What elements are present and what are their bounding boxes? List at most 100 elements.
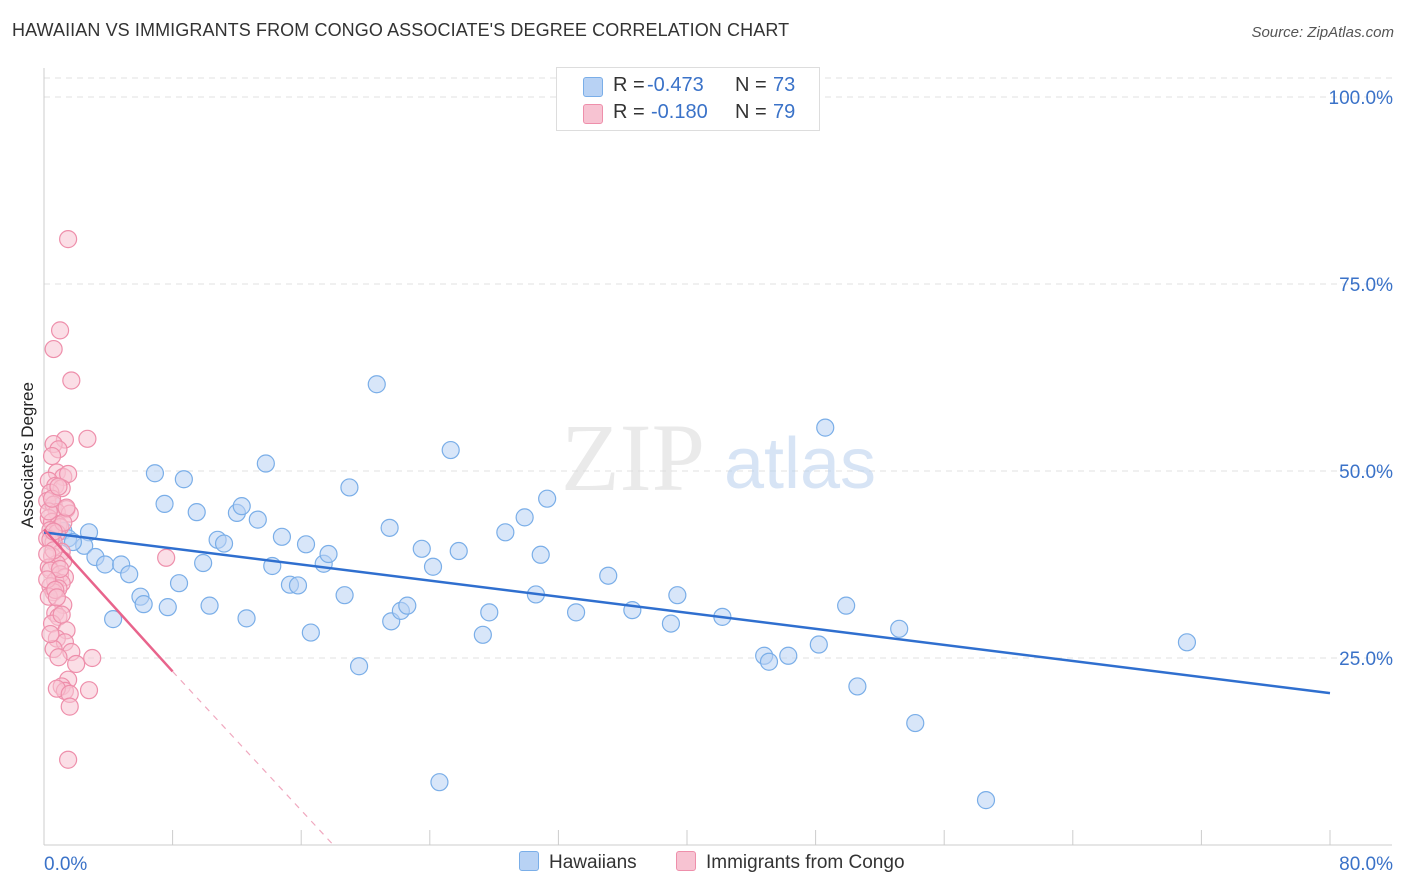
legend-swatch-hawaiians <box>583 77 603 97</box>
hawaiians-trend-line <box>43 531 1331 695</box>
hawaiians-point <box>473 625 492 644</box>
watermark: ZIP atlas <box>561 404 876 511</box>
hawaiians-point <box>906 713 925 733</box>
hawaiians-point <box>349 657 369 676</box>
hawaiians-point <box>976 791 996 810</box>
legend-r-label: R = <box>613 101 645 123</box>
hawaiians-point <box>169 574 189 593</box>
hawaiians-point <box>412 539 431 558</box>
hawaiians-points <box>44 375 1197 810</box>
hawaiians-point <box>496 523 515 542</box>
congo-trend-extension <box>172 671 334 846</box>
hawaiians-point <box>296 535 316 554</box>
hawaiians-point <box>340 478 359 497</box>
y-tick-label: 25.0% <box>1339 649 1393 670</box>
hawaiians-point <box>1177 633 1197 652</box>
congo-point <box>38 544 57 564</box>
congo-point <box>62 371 81 390</box>
y-tick-label: 75.0% <box>1339 275 1393 296</box>
hawaiians-point <box>155 494 174 514</box>
hawaiians-point <box>272 527 292 546</box>
hawaiians-point <box>194 553 213 573</box>
correlation-legend: R = -0.473 N = 73 R = -0.180 N = 79 <box>556 67 820 131</box>
bottom-legend-hawaiians: Hawaiians <box>519 851 637 877</box>
hawaiians-point <box>104 610 123 629</box>
bottom-legend-swatch-congo <box>676 851 696 871</box>
trend-lines <box>43 528 1331 846</box>
congo-point <box>52 605 71 624</box>
hawaiians-point <box>319 544 338 564</box>
hawaiians-point <box>174 470 193 489</box>
hawaiians-point <box>480 603 499 622</box>
hawaiians-point <box>661 614 681 633</box>
hawaiians-point <box>367 375 386 394</box>
congo-point <box>60 697 79 716</box>
legend-r-value: -0.180 <box>651 101 708 123</box>
hawaiians-point <box>837 596 856 615</box>
congo-point <box>42 446 62 466</box>
x-tick-label: 0.0% <box>44 854 87 875</box>
congo-point <box>47 588 66 607</box>
hawaiians-point <box>531 545 550 564</box>
watermark-atlas: atlas <box>724 424 876 504</box>
congo-point <box>49 477 68 496</box>
hawaiians-point <box>232 497 251 516</box>
congo-point <box>50 321 70 340</box>
hawaiians-point <box>566 603 586 622</box>
chart-title: HAWAIIAN VS IMMIGRANTS FROM CONGO ASSOCI… <box>12 20 790 40</box>
hawaiians-point <box>134 595 153 614</box>
congo-point <box>44 339 63 359</box>
tick-labels: 25.0% 50.0% 75.0% 100.0% 0.0% 80.0% <box>44 88 1393 875</box>
congo-point <box>59 230 78 249</box>
bottom-legend-swatch-hawaiians <box>519 851 539 871</box>
hawaiians-point <box>890 619 909 638</box>
hawaiians-point <box>430 773 449 792</box>
congo-point <box>67 654 86 674</box>
hawaiians-point <box>145 464 165 483</box>
congo-point <box>78 429 97 448</box>
source-credit: Source: ZipAtlas.com <box>1251 24 1394 41</box>
hawaiians-point <box>423 557 443 576</box>
legend-swatch-congo <box>583 104 603 124</box>
hawaiians-point <box>200 596 219 615</box>
hawaiians-point <box>779 646 798 665</box>
hawaiians-point <box>214 534 234 553</box>
hawaiians-point <box>668 586 687 605</box>
congo-point <box>79 681 99 700</box>
legend-n-label: N = <box>735 74 767 96</box>
congo-points <box>38 230 176 769</box>
legend-n-value: 79 <box>773 101 796 123</box>
congo-point <box>57 498 76 517</box>
hawaiians-point <box>301 623 320 642</box>
hawaiians-point <box>449 541 468 561</box>
hawaiians-point <box>809 635 828 654</box>
legend-r-value: -0.473 <box>647 74 704 96</box>
congo-point <box>157 548 176 567</box>
hawaiians-point <box>120 565 139 584</box>
y-tick-label: 100.0% <box>1329 88 1394 109</box>
bottom-legend-label-congo: Immigrants from Congo <box>706 852 905 873</box>
hawaiians-point <box>398 596 417 615</box>
bottom-legend-label-hawaiians: Hawaiians <box>549 852 637 873</box>
hawaiians-point <box>816 418 835 437</box>
y-tick-label: 50.0% <box>1339 462 1393 483</box>
hawaiians-point <box>248 510 267 529</box>
hawaiians-point <box>256 454 275 473</box>
congo-point <box>83 648 102 668</box>
hawaiians-point <box>441 440 460 460</box>
axes <box>43 68 1392 846</box>
hawaiians-point <box>759 652 779 671</box>
congo-point <box>50 559 70 579</box>
legend-n-label: N = <box>735 101 767 123</box>
hawaiians-point <box>95 555 115 574</box>
hawaiians-point <box>380 518 399 537</box>
hawaiians-point <box>288 576 308 595</box>
congo-point <box>41 624 60 644</box>
gridlines <box>44 77 1392 659</box>
hawaiians-point <box>515 508 534 527</box>
legend-r-label: R = <box>613 74 645 96</box>
hawaiians-point <box>237 609 256 628</box>
congo-trend-line <box>43 528 174 673</box>
hawaiians-point <box>848 677 867 696</box>
